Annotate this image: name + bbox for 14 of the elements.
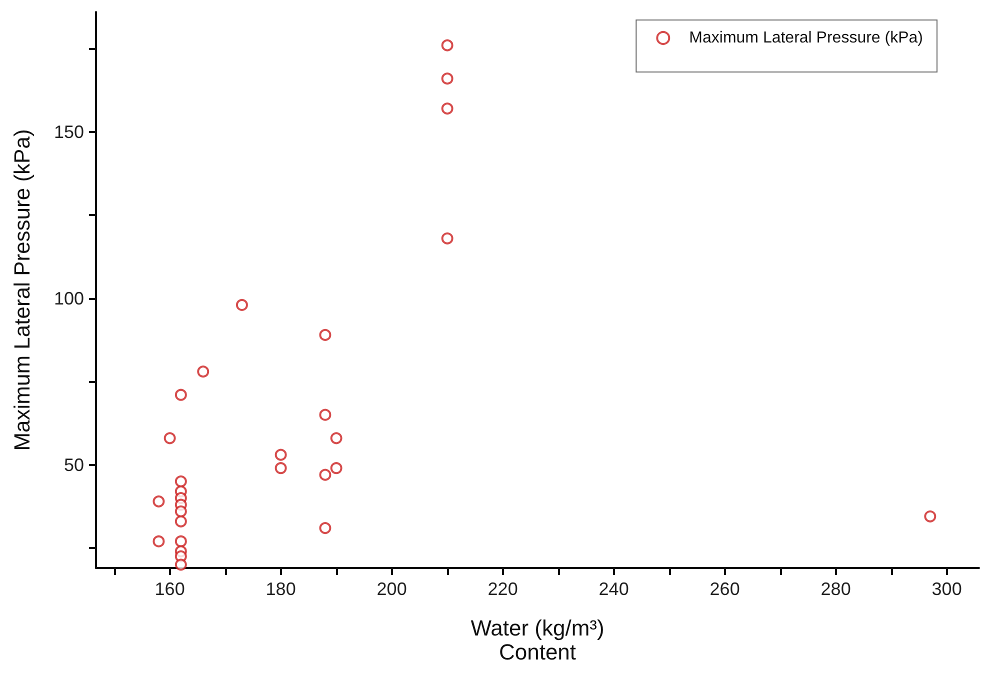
x-axis-title: Water (kg/m³) Content	[470, 616, 604, 664]
x-tick-label: 280	[820, 579, 851, 599]
y-axis-title: Maximum Lateral Pressure (kPa)	[10, 129, 34, 451]
x-tick-label: 220	[488, 579, 518, 599]
x-tick-label: 260	[710, 579, 740, 599]
x-tick-label: 300	[932, 579, 962, 599]
legend-label: Maximum Lateral Pressure (kPa)	[689, 30, 923, 46]
x-tick-label: 200	[376, 579, 407, 599]
x-tick-label: 180	[266, 579, 296, 599]
y-tick-label: 100	[54, 288, 84, 308]
y-tick-label: 50	[64, 454, 84, 475]
y-tick-label: 150	[54, 122, 84, 142]
x-tick-label: 160	[154, 579, 185, 599]
x-tick-label: 240	[598, 579, 629, 599]
